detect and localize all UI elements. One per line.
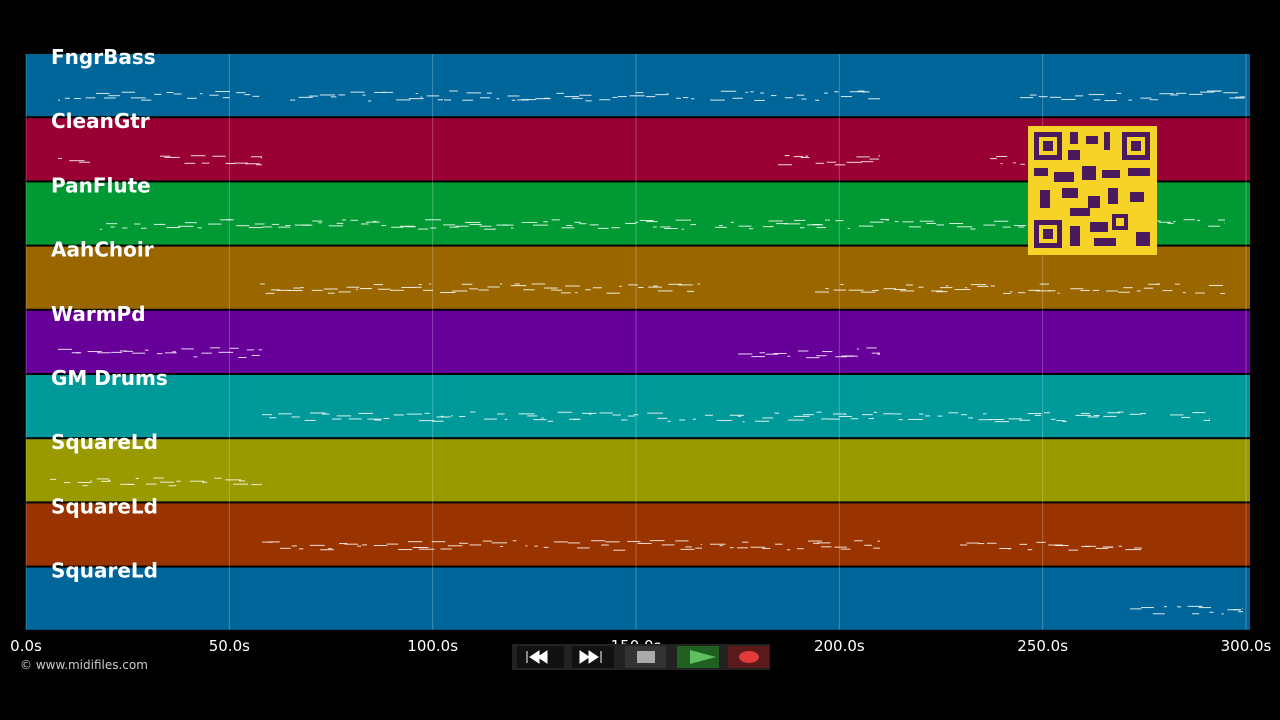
track-band <box>26 375 1250 438</box>
track-label: AahChoir <box>51 238 154 262</box>
track-label: SquareLd <box>51 430 158 454</box>
tick-label: 100.0s <box>407 637 458 655</box>
track-band <box>26 246 1250 309</box>
rewind-button[interactable] <box>517 646 564 668</box>
tick-label: 0.0s <box>10 637 42 655</box>
fast-forward-button[interactable] <box>572 646 614 668</box>
notes <box>50 90 1245 615</box>
track-band <box>26 439 1250 502</box>
track-band <box>26 503 1250 566</box>
track-label: FngrBass <box>51 45 156 69</box>
track-label: WarmPd <box>51 302 146 326</box>
stop-button[interactable] <box>625 646 666 668</box>
track-label: CleanGtr <box>51 109 150 133</box>
track-label: SquareLd <box>51 559 158 583</box>
tick-label: 300.0s <box>1221 637 1272 655</box>
track-band <box>26 54 1250 117</box>
track-label: PanFlute <box>51 173 151 197</box>
track-label: GM Drums <box>51 366 168 390</box>
record-button[interactable] <box>728 646 769 668</box>
track-band <box>26 567 1250 630</box>
qr-code <box>1028 126 1157 255</box>
track-label: SquareLd <box>51 494 158 518</box>
play-button[interactable] <box>677 646 719 668</box>
tick-label: 50.0s <box>209 637 250 655</box>
tick-label: 250.0s <box>1017 637 1068 655</box>
track-band <box>26 310 1250 373</box>
grid <box>25 54 1247 630</box>
transport-controls <box>512 644 770 670</box>
copyright: © www.midifiles.com <box>20 658 148 672</box>
track-labels: FngrBass CleanGtr PanFlute AahChoir WarmPd GM… <box>51 45 168 583</box>
tick-label: 200.0s <box>814 637 865 655</box>
